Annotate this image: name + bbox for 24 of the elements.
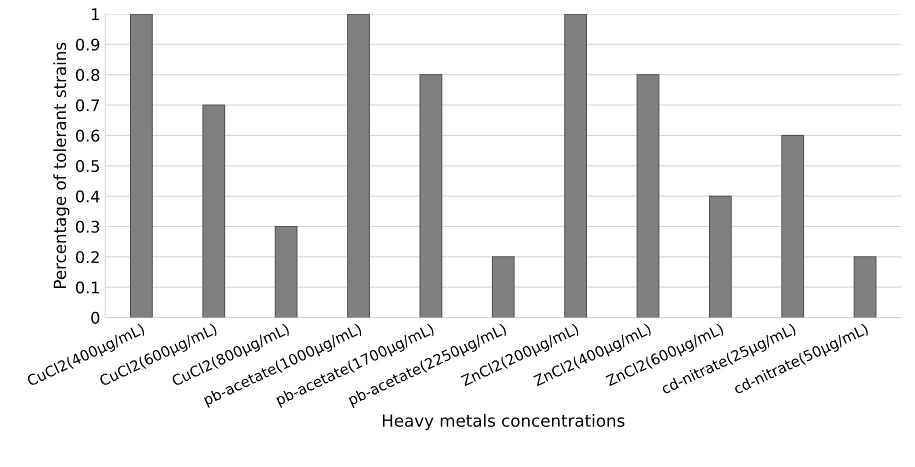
- bar: [636, 74, 660, 318]
- y-tick-label: 0.8: [76, 68, 100, 82]
- bar: [347, 14, 370, 318]
- y-tick-label: 1: [92, 8, 99, 20]
- bar: [492, 256, 515, 318]
- bar: [202, 104, 226, 318]
- bar: [781, 134, 804, 318]
- y-tick-label: 0.3: [76, 220, 100, 233]
- y-tick-label: 0.6: [76, 130, 100, 142]
- y-tick-label: 0: [91, 312, 100, 324]
- y-tick-label: 0.1: [76, 281, 99, 294]
- bar: [854, 256, 876, 318]
- y-tick-label: 0.4: [76, 190, 100, 202]
- bar: [274, 226, 298, 318]
- bar: [419, 74, 442, 318]
- y-axis-title: Percentage of tolerant strains: [53, 42, 70, 288]
- bar: [708, 196, 732, 318]
- bar: [564, 14, 588, 318]
- y-tick-label: 0.5: [76, 160, 99, 172]
- y-tick-label: 0.2: [76, 251, 99, 264]
- x-axis-title: Heavy metals concentrations: [382, 414, 624, 430]
- y-tick-label: 0.7: [76, 99, 99, 112]
- bar: [130, 14, 153, 318]
- y-tick-label: 0.9: [76, 38, 100, 51]
